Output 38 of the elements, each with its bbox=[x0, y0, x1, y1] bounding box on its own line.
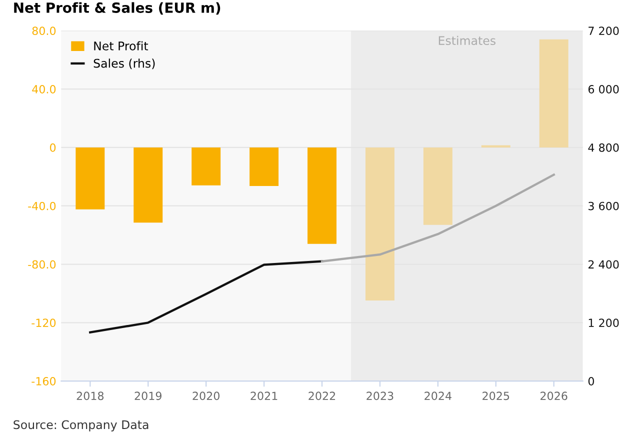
line-series bbox=[89, 260, 324, 334]
x-tick-label: 2023 bbox=[366, 392, 394, 400]
y-tick-label: -120 bbox=[32, 318, 56, 328]
y-tick-label: 80.0 bbox=[32, 26, 56, 36]
x-tick-label: 2020 bbox=[192, 392, 220, 400]
x-tick-label: 2021 bbox=[250, 392, 278, 400]
x-tick-label: 2022 bbox=[308, 392, 336, 400]
bar bbox=[539, 39, 568, 148]
legend-label: Net Profit bbox=[94, 41, 148, 50]
bar bbox=[76, 147, 105, 210]
x-tick-label: 2019 bbox=[134, 392, 162, 400]
y-tick-label: 0 bbox=[50, 143, 56, 152]
bar bbox=[250, 147, 279, 186]
x-tick-label: 2025 bbox=[482, 392, 510, 400]
y2-tick-label: 1 200 bbox=[588, 318, 619, 328]
y-tick-label: -80.0 bbox=[28, 260, 56, 269]
y2-tick-label: 7 200 bbox=[588, 26, 619, 36]
y2-tick-label: 2 400 bbox=[588, 260, 619, 269]
y-tick-label: -160 bbox=[32, 377, 56, 386]
bar bbox=[365, 147, 394, 300]
bar bbox=[423, 147, 452, 225]
y2-tick-label: 0 bbox=[588, 377, 594, 386]
legend-label: Sales (rhs) bbox=[94, 58, 155, 70]
bar bbox=[134, 147, 163, 223]
y2-tick-label: 3 600 bbox=[588, 202, 619, 210]
x-tick-label: 2018 bbox=[76, 392, 104, 400]
line-series bbox=[320, 174, 555, 262]
band-label: Estimates bbox=[438, 36, 496, 46]
y2-tick-label: 6 000 bbox=[588, 85, 619, 94]
y-tick-label: -40.0 bbox=[28, 202, 56, 210]
y-tick-label: 40.0 bbox=[32, 85, 56, 94]
bar bbox=[192, 147, 221, 186]
chart-title: Net Profit & Sales (EUR m) bbox=[14, 2, 220, 15]
y2-tick-label: 4 800 bbox=[588, 143, 619, 152]
x-tick-label: 2026 bbox=[540, 392, 568, 400]
source-note: Source: Company Data bbox=[14, 420, 148, 432]
x-tick-label: 2024 bbox=[424, 392, 452, 400]
bar bbox=[308, 147, 336, 244]
